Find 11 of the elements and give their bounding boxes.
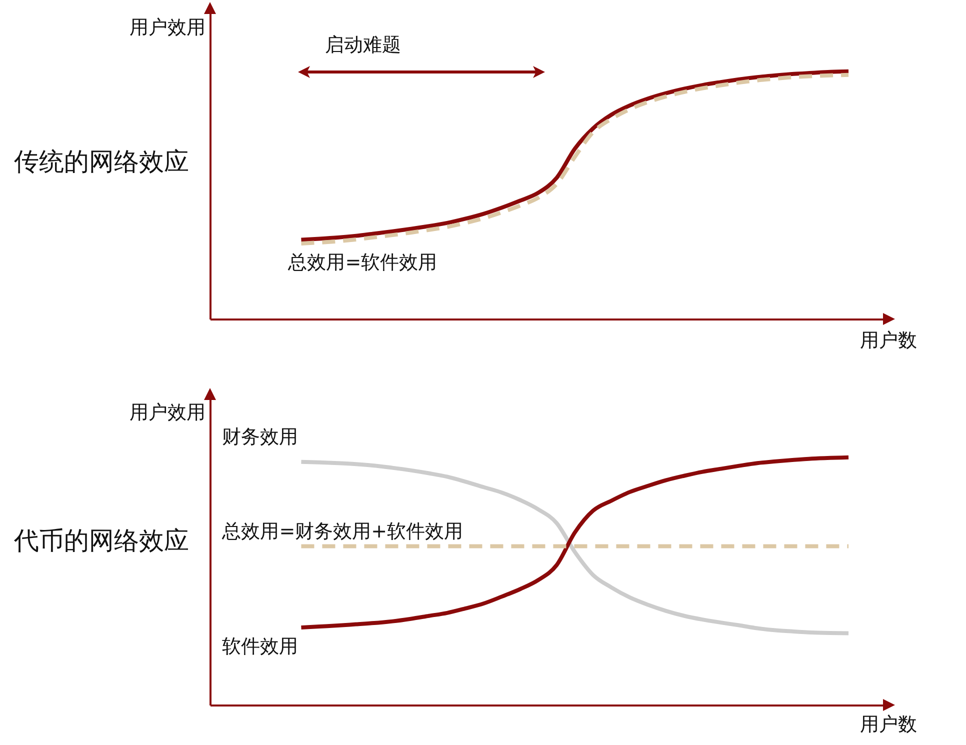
x-axis-title: 用户数 — [860, 714, 917, 736]
y-axis-title: 用户效用 — [130, 16, 206, 38]
series-label: 总效用=财务效用+软件效用 — [221, 520, 464, 542]
series-label: 财务效用 — [222, 426, 298, 448]
text: 传统的网络效应 — [14, 147, 189, 176]
text: 启动难题 — [325, 34, 401, 56]
x-axis-title: 用户数 — [860, 330, 917, 352]
text: 代币的网络效应 — [13, 526, 189, 555]
y-axis-title: 用户效用 — [130, 402, 206, 424]
series-label: 软件效用 — [222, 636, 298, 658]
series-label: 总效用=软件效用 — [287, 251, 438, 274]
